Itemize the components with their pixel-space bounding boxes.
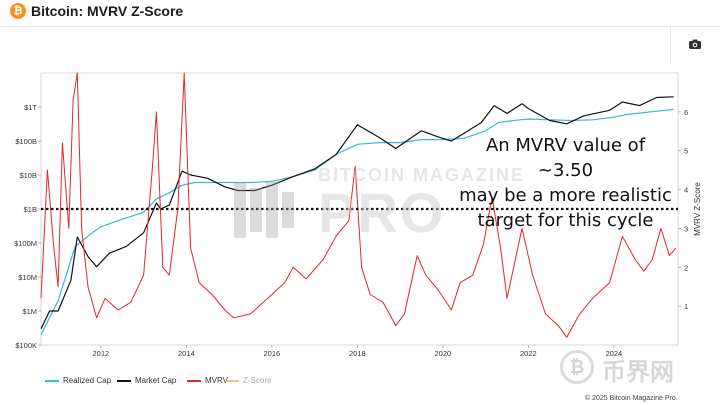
legend-swatch [117, 379, 131, 382]
legend-swatch [187, 379, 201, 382]
copyright: © 2025 Bitcoin Magazine Pro. [585, 395, 678, 402]
legend-item-market-cap[interactable]: Market Cap [117, 376, 176, 385]
header-divider [0, 26, 720, 27]
series-mvrv [40, 72, 677, 338]
y-right-tick-label: 1 [684, 302, 688, 311]
x-tick-label: 2024 [606, 349, 623, 358]
camera-icon [689, 39, 701, 49]
series-market-cap [40, 96, 674, 330]
y-left-tick-label: $100M [14, 239, 37, 248]
annotation-line: target for this cycle [477, 210, 654, 231]
legend-swatch [225, 379, 239, 382]
x-tick-label: 2018 [349, 349, 366, 358]
annotation-line: may be a more realistic [459, 185, 672, 206]
mvrv-chart: $100K $1M $10M $100M $1B $10B $100B $1T 1 2 3 4 5 6 MV… [14, 72, 702, 358]
y-left-tick-label: $100K [15, 341, 37, 350]
x-tick-label: 2016 [264, 349, 281, 358]
legend-label: Realized Cap [63, 376, 112, 385]
legend-label: Market Cap [135, 376, 177, 385]
bitcoin-icon: ₿ [10, 3, 26, 19]
legend-item-mvrv[interactable]: MVRV [187, 376, 228, 385]
y-right-tick-label: 3 [684, 224, 688, 233]
watermark-text: BITCOIN MAGAZINE [318, 165, 525, 185]
chart-title: Bitcoin: MVRV Z-Score [31, 3, 184, 19]
x-tick-label: 2020 [435, 349, 452, 358]
legend-label: Z-Score [243, 376, 272, 385]
legend-item-z-score[interactable]: Z-Score [225, 376, 271, 385]
y-right-axis-label: MVRV Z-Score [693, 182, 702, 236]
y-right-tick-label: 6 [684, 108, 688, 117]
watermark-logo [232, 178, 298, 242]
y-right-tick-label: 2 [684, 263, 688, 272]
chart-header: ₿ Bitcoin: MVRV Z-Score [0, 0, 720, 26]
legend-label: MVRV [205, 376, 228, 385]
site-logo-text: 币界网 [602, 358, 674, 386]
legend-swatch [45, 379, 59, 382]
watermark-pro: PRO [318, 181, 446, 244]
x-tick-label: 2022 [520, 349, 537, 358]
y-left-tick-label: $100B [15, 137, 37, 146]
coin-icon: ₿ [560, 350, 594, 384]
x-tick-label: 2012 [93, 349, 110, 358]
y-right-tick-label: 4 [684, 186, 688, 195]
screenshot-button[interactable] [670, 27, 720, 63]
y-right-tick-label: 5 [684, 147, 688, 156]
chart-annotation: An MVRV value of ~3.50 may be a more rea… [458, 133, 673, 233]
legend-item-realized-cap[interactable]: Realized Cap [45, 376, 111, 385]
annotation-line: An MVRV value of ~3.50 [485, 135, 646, 181]
y-left-tick-label: $1B [24, 205, 37, 214]
y-left-tick-label: $10M [18, 273, 37, 282]
y-left-tick-label: $1M [22, 307, 37, 316]
site-logo: ₿ 币界网 [560, 348, 710, 388]
y-left-tick-label: $10B [19, 171, 37, 180]
y-left-tick-label: $1T [24, 103, 37, 112]
x-tick-label: 2014 [178, 349, 195, 358]
